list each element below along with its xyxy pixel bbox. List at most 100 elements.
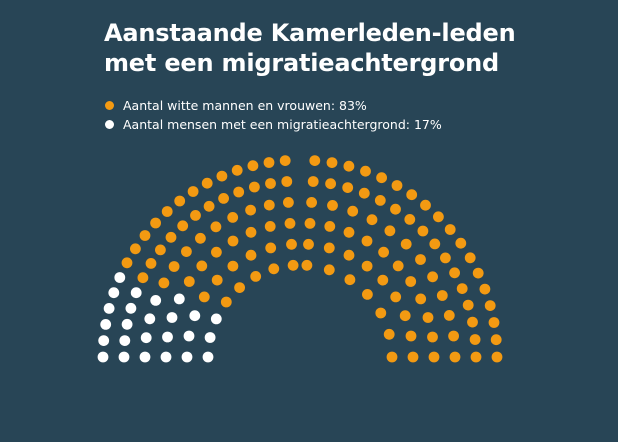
seat-dot-orange	[325, 178, 336, 190]
seat-dot-orange	[488, 317, 500, 328]
seat-dot-orange	[218, 193, 230, 204]
seat-dot-orange	[211, 274, 223, 286]
seat-dot-orange	[361, 260, 373, 272]
seat-dot-orange	[490, 334, 502, 346]
seat-dot-orange	[343, 249, 355, 261]
seat-dot-orange	[130, 243, 141, 255]
seat-dot-orange	[183, 276, 195, 287]
seat-dot-orange	[247, 160, 259, 172]
seat-dot-orange	[211, 246, 222, 258]
seat-dot-white	[119, 335, 131, 346]
legend-white-dot-icon	[105, 120, 114, 129]
seat-dot-orange	[187, 186, 199, 197]
seat-dot-orange	[405, 330, 417, 342]
seat-dot-white	[114, 272, 126, 283]
seat-dot-white	[160, 351, 172, 363]
seat-dot-white	[144, 313, 156, 325]
seat-dot-white	[204, 332, 216, 343]
title-line-1: Aanstaande Kamerleden-leden	[104, 19, 516, 47]
seat-dot-orange	[196, 260, 208, 272]
seat-dot-white	[140, 332, 152, 344]
seat-dot-orange	[268, 263, 280, 275]
seat-dot-orange	[360, 165, 371, 177]
seat-dot-white	[183, 330, 195, 342]
seat-dot-orange	[383, 328, 395, 340]
seat-dot-white	[166, 312, 178, 323]
seat-dot-orange	[284, 218, 296, 229]
seat-dot-orange	[479, 283, 491, 295]
seat-dot-orange	[366, 214, 378, 226]
seat-dot-orange	[283, 197, 294, 208]
seat-dot-orange	[455, 237, 467, 249]
seat-dot-orange	[324, 221, 336, 232]
seat-dot-orange	[137, 272, 149, 284]
seat-dot-orange	[400, 238, 412, 250]
seat-dot-orange	[404, 214, 416, 225]
legend-label-orange: Aantal witte mannen en vrouwen: 83%	[123, 98, 367, 113]
seat-dot-white	[97, 351, 109, 363]
seat-dot-orange	[374, 195, 386, 206]
seat-dot-orange	[326, 157, 338, 169]
legend-orange-dot-icon	[105, 101, 114, 110]
seat-dot-orange	[390, 291, 402, 303]
seat-dot-orange	[195, 232, 206, 244]
seat-dot-orange	[384, 225, 396, 237]
seat-dot-white	[181, 351, 193, 363]
seat-dot-white	[139, 351, 151, 363]
seat-dot-orange	[405, 276, 417, 287]
seat-dot-orange	[462, 299, 474, 311]
seat-dot-orange	[420, 199, 431, 211]
seat-dot-orange	[279, 155, 291, 167]
seat-dot-orange	[484, 300, 496, 311]
seat-dot-white	[202, 351, 214, 363]
seat-dot-orange	[436, 290, 448, 301]
seat-dot-orange	[358, 187, 370, 199]
seat-dot-orange	[301, 259, 313, 271]
seat-dot-orange	[181, 246, 192, 257]
seat-dot-white	[210, 313, 222, 325]
seat-dot-orange	[347, 205, 359, 217]
seat-dot-orange	[309, 155, 321, 167]
seat-dot-orange	[168, 261, 180, 272]
seat-dot-orange	[407, 351, 419, 363]
seat-dot-orange	[161, 206, 173, 217]
seat-dot-orange	[444, 224, 456, 235]
seat-dot-orange	[342, 182, 354, 194]
seat-dot-orange	[227, 212, 239, 223]
seat-dot-orange	[362, 289, 373, 300]
seat-dot-orange	[448, 330, 459, 342]
seat-dot-white	[118, 351, 130, 363]
seat-dot-orange	[227, 235, 239, 247]
legend-item-white: Aantal mensen met een migratieachtergron…	[104, 115, 442, 134]
seat-dot-orange	[265, 178, 276, 189]
seat-dot-orange	[427, 331, 438, 343]
seat-dot-orange	[281, 176, 293, 187]
seat-dot-orange	[155, 244, 166, 256]
seat-dot-orange	[203, 200, 215, 212]
seat-dot-orange	[220, 296, 232, 308]
seat-dot-orange	[392, 260, 404, 272]
seat-dot-orange	[377, 274, 389, 286]
seat-dot-orange	[469, 334, 481, 345]
seat-dot-orange	[464, 252, 476, 264]
seat-dot-orange	[245, 226, 257, 238]
seat-dot-orange	[139, 230, 151, 241]
seat-dot-orange	[263, 157, 275, 168]
title-line-2: met een migratieachtergrond	[104, 49, 499, 77]
seat-dot-orange	[406, 189, 418, 201]
seat-dot-orange	[470, 351, 482, 363]
seat-dot-orange	[198, 291, 210, 303]
seat-dot-orange	[249, 181, 260, 193]
seat-dot-orange	[303, 238, 314, 250]
seat-dot-white	[173, 293, 185, 305]
seat-dot-orange	[361, 235, 373, 247]
seat-dot-orange	[491, 351, 503, 363]
seat-dot-orange	[417, 225, 429, 237]
seat-dot-orange	[343, 160, 355, 172]
seat-dot-white	[130, 287, 142, 299]
seat-dot-orange	[145, 258, 157, 269]
seat-dot-orange	[177, 220, 189, 232]
seat-dot-white	[162, 331, 173, 343]
seat-dot-orange	[449, 267, 460, 279]
